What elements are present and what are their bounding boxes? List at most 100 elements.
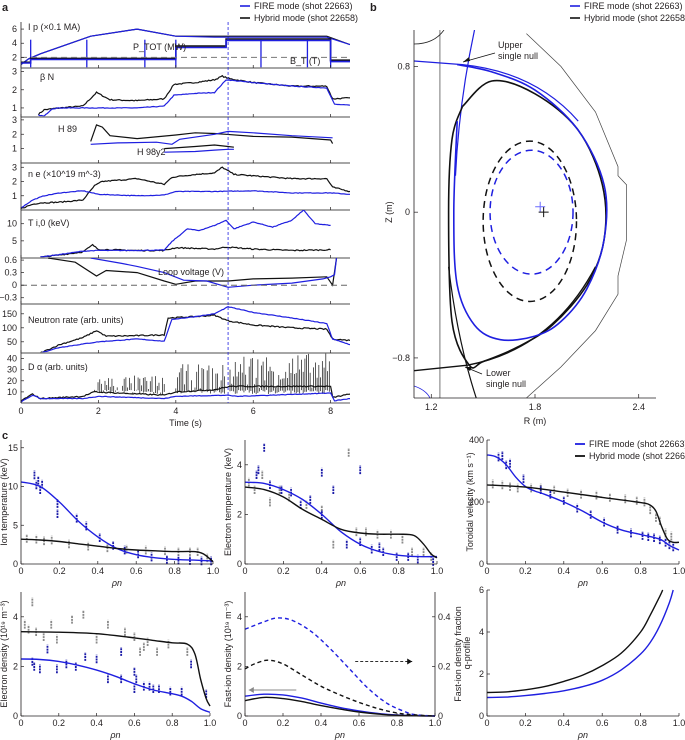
subplot-label-2: H 98y2 (137, 147, 166, 157)
y-axis-label: q-profile (462, 637, 472, 670)
panel-a: FIRE mode (shot 22663) Hybrid mode (shot … (0, 1, 358, 428)
panel-c2: 0 0.2 0.4 0.6 0.8 1.0 0 2 4 ρn Electron temperatur… (223, 440, 443, 588)
series-line-fire-fit (20, 658, 211, 713)
x-tick-label: 0.2 (277, 718, 290, 728)
y-axis-label: Electron temperature (keV) (223, 448, 233, 556)
x-tick-label: 0 (242, 566, 247, 576)
legend-entry: FIRE mode (shot 22663) (589, 439, 685, 449)
annotation-bt: B_T (T) (290, 56, 320, 66)
plot-area (40, 305, 350, 353)
y-tick-label: 0.8 (397, 61, 410, 71)
hybrid-separatrix-leg (447, 266, 477, 398)
x-tick-label: 0.8 (166, 718, 179, 728)
y-tick-label: 10 (7, 219, 17, 229)
y-tick-label: 1 (12, 191, 17, 201)
y-tick-label: 1 (12, 144, 17, 154)
y-tick-label: 1 (12, 103, 17, 113)
y-tick-label: 4 (479, 627, 484, 637)
outer-wall (526, 33, 627, 398)
arrowhead (407, 658, 413, 665)
y-tick-label: 0 (405, 207, 410, 217)
annotation-upper-line2: single null (498, 51, 538, 61)
y-axis-label: Z (m) (384, 201, 394, 223)
x-axis-label: ρn (577, 578, 588, 588)
x-tick-label: 4 (173, 406, 178, 416)
hybrid-lcfs (447, 79, 607, 369)
x-axis-label: Time (s) (169, 418, 202, 428)
y-tick-label: 10 (7, 387, 17, 397)
panel-c4: 0 0.2 0.4 0.6 0.8 1.0 0 2 4 ρn Electron density (1… (0, 592, 216, 740)
subplot-label: Loop voltage (V) (158, 267, 224, 277)
y-tick-label: 4 (13, 612, 18, 622)
plot-area (21, 166, 350, 210)
subplot-ne: 1 2 3 n e (×10^19 m^-3) (12, 162, 350, 211)
plot-area (90, 124, 334, 153)
arrowhead (463, 57, 470, 62)
legend-entry: FIRE mode (shot 22663) (584, 1, 683, 11)
fire-separatrix-upper (414, 60, 579, 122)
x-tick-label: 1.0 (431, 566, 444, 576)
series-line-fire (40, 305, 350, 353)
panel-label-c: c (2, 430, 8, 442)
x-tick-label: 0.4 (90, 718, 103, 728)
plot-area (37, 74, 350, 117)
y-tick-label: 50 (7, 337, 17, 347)
series-line-fire (40, 210, 331, 258)
x-tick-label: 0 (18, 406, 23, 416)
series-line-hybrid (21, 166, 350, 210)
x-tick-label: 0.4 (92, 566, 105, 576)
y-tick-label: 6 (479, 585, 484, 595)
x-tick-label: 0.6 (130, 566, 143, 576)
x-tick-label: 1.0 (429, 718, 442, 728)
series-line-fire-q (486, 589, 674, 699)
series-line-hybrid (40, 243, 331, 258)
y-tick-label: −0.8 (392, 353, 410, 363)
x-tick-label: 1.2 (425, 402, 438, 412)
plot-area (40, 210, 331, 258)
y-tick-label: 0 (237, 711, 242, 721)
y-tick-label: 2 (12, 52, 17, 62)
lower-coil-arc (414, 385, 431, 398)
y-tick-label: 4 (12, 38, 17, 48)
series-line-fire (21, 392, 350, 403)
y-tick-label: 3 (12, 115, 17, 125)
annotation-lower-line2: single null (486, 379, 526, 389)
annotation-lower-line1: Lower (486, 368, 511, 378)
y-tick-label: 2 (12, 177, 17, 187)
x-axis-label: R (m) (524, 416, 547, 426)
x-tick-label: 2 (96, 406, 101, 416)
y-axis-label-right: Fast-ion density fraction (453, 606, 463, 702)
legend-entry: FIRE mode (shot 22663) (254, 1, 353, 11)
series-line-fire (21, 190, 350, 209)
y-tick-label: 4 (237, 612, 242, 622)
x-tick-label: 0 (18, 718, 23, 728)
x-tick-label: 0 (18, 566, 23, 576)
y-axis-label: Fast-ion density (10¹⁹ m⁻³) (223, 601, 233, 708)
legend-entry: Hybrid mode (shot 22658) (584, 13, 685, 23)
x-tick-label: 1.8 (529, 402, 542, 412)
annotation-ptot: P_TOT (MW) (133, 42, 186, 52)
subplot-label: Neutron rate (arb. units) (28, 315, 124, 325)
x-tick-label: 0.2 (277, 566, 290, 576)
series-line-hybrid-fit (244, 486, 438, 559)
x-tick-label: 0.4 (316, 566, 329, 576)
y-tick-label: 5 (13, 520, 18, 530)
y-tick-label: 0.6 (4, 255, 17, 265)
x-tick-label: 0 (484, 718, 489, 728)
x-tick-label: 0.6 (596, 566, 609, 576)
panel-c3: 0 0.2 0.4 0.6 0.8 1.0 0 200 400 ρn Toroidal veloci… (465, 435, 685, 588)
y-tick-label: 4 (237, 460, 242, 470)
x-tick-label: 0.2 (519, 718, 532, 728)
y-tick-label: 2 (237, 509, 242, 519)
y-tick-label: 3 (12, 162, 17, 172)
series-line-fire-fit (244, 481, 438, 558)
core-fire-contour (489, 149, 574, 275)
subplot-label: β N (40, 72, 54, 82)
y-tick-label: 400 (469, 435, 484, 445)
series-line-fire-fit (486, 454, 680, 551)
series-line-hybrid-fit (20, 538, 214, 563)
legend-entry: Hybrid mode (shot 22667) (589, 451, 685, 461)
x-axis-label: ρn (334, 730, 345, 740)
y-tick-label: −0.3 (0, 293, 17, 303)
